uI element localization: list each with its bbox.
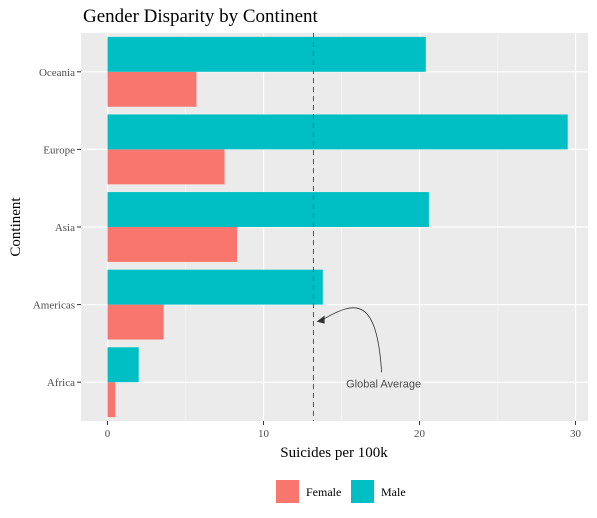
annotation-arrowhead [316,315,325,324]
bar-male-americas [107,269,323,305]
x-tick-label: 0 [105,428,111,440]
annotation-arrow [322,307,383,373]
bar-female-oceania [107,71,197,107]
bar-male-europe [107,114,568,150]
x-axis: 0 10 20 30 [105,421,582,440]
y-axis-label: Continent [8,197,24,257]
y-tick-label: Asia [55,222,75,234]
chart-title: Gender Disparity by Continent [83,6,319,27]
y-tick-label: Europe [43,144,75,156]
reference-layer: Global Average [312,33,421,421]
bar-male-oceania [107,36,426,72]
x-tick-label: 30 [570,428,582,440]
legend-key-female [276,480,299,503]
x-axis-label: Suicides per 100k [280,445,388,461]
bar-female-asia [107,227,238,262]
y-tick-label: Oceania [39,67,75,79]
bars [107,36,568,418]
x-tick-label: 20 [414,428,426,440]
legend-label-male: Male [381,485,406,499]
y-tick-label: Africa [47,377,75,389]
legend-label-female: Female [306,485,341,499]
annotation-label: Global Average [346,378,421,390]
legend-key-male [351,480,374,503]
x-tick-label: 10 [258,428,270,440]
bar-female-americas [107,304,164,340]
bar-female-europe [107,149,225,185]
bar-female-africa [107,382,116,418]
bar-male-africa [107,347,139,383]
bar-male-asia [107,192,429,227]
y-tick-label: Americas [33,300,75,312]
legend: Female Male [276,480,406,503]
y-axis: Africa Americas Asia Europe Oceania [33,67,81,389]
